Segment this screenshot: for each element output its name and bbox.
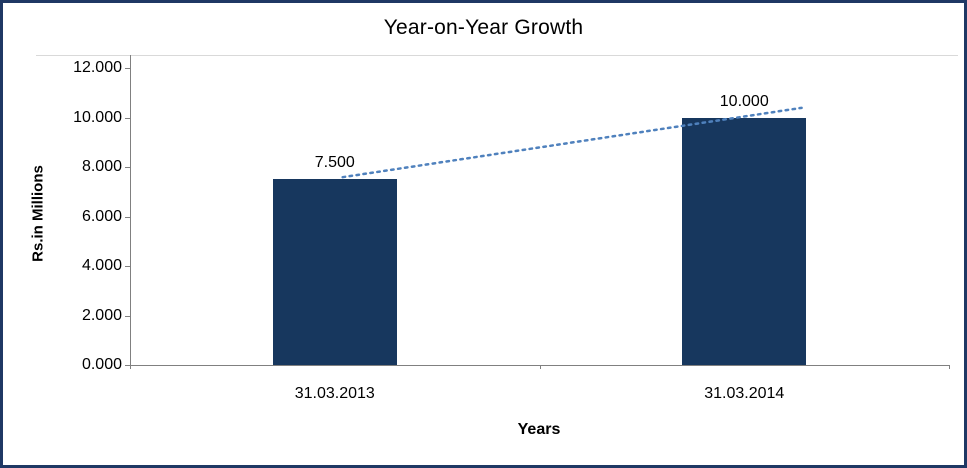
x-axis-line [130, 365, 949, 366]
y-axis-line [130, 55, 131, 365]
bar-31.03.2013 [272, 179, 397, 365]
y-tick-label: 10.000 [73, 108, 122, 126]
y-tick-mark [125, 68, 130, 69]
x-axis-title: Years [517, 421, 561, 438]
y-tick-mark [125, 117, 130, 119]
x-tick-label: 31.03.2013 [294, 385, 375, 402]
x-tick-mark [539, 365, 541, 369]
y-tick-label: 12.000 [73, 59, 122, 76]
x-tick-mark [949, 365, 950, 369]
y-tick-label: 6.000 [81, 207, 122, 225]
bar-31.03.2014 [682, 117, 807, 365]
chart-title: Year-on-Year Growth [383, 16, 584, 39]
y-tick-mark [125, 216, 130, 218]
y-tick-mark [125, 266, 130, 267]
y-tick-label: 4.000 [81, 257, 122, 274]
data-label: 7.500 [314, 154, 355, 172]
plot-top-border-line [36, 55, 958, 56]
y-tick-label: 0.000 [81, 356, 122, 373]
y-tick-mark [125, 167, 130, 168]
y-axis-title: Rs.in Millions [29, 165, 47, 262]
y-tick-label: 2.000 [81, 306, 122, 324]
y-tick-mark [125, 315, 130, 317]
y-tick-label: 8.000 [81, 158, 122, 175]
data-label: 10.000 [719, 92, 769, 110]
x-tick-mark [130, 365, 131, 369]
y-tick-mark [125, 365, 130, 366]
x-tick-label: 31.03.2014 [704, 385, 785, 402]
